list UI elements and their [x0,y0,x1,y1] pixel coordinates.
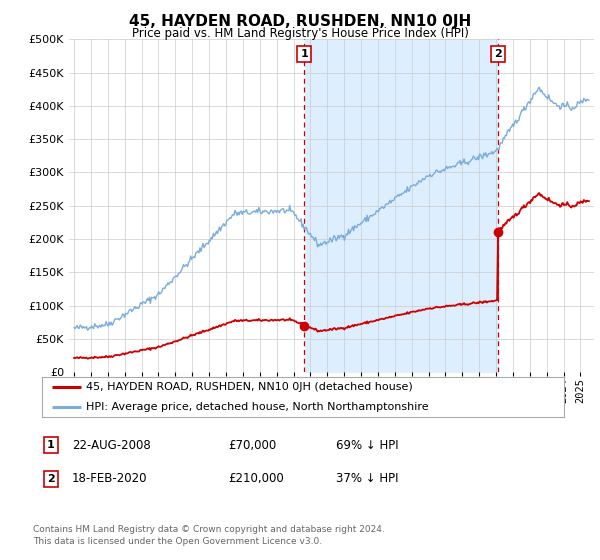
Text: £70,000: £70,000 [228,438,276,452]
Text: 22-AUG-2008: 22-AUG-2008 [72,438,151,452]
Text: Price paid vs. HM Land Registry's House Price Index (HPI): Price paid vs. HM Land Registry's House … [131,27,469,40]
Text: £210,000: £210,000 [228,472,284,486]
Text: 18-FEB-2020: 18-FEB-2020 [72,472,148,486]
Text: 69% ↓ HPI: 69% ↓ HPI [336,438,398,452]
Text: 1: 1 [301,49,308,59]
Text: 2: 2 [494,49,502,59]
Text: 2: 2 [47,474,55,484]
Text: 45, HAYDEN ROAD, RUSHDEN, NN10 0JH (detached house): 45, HAYDEN ROAD, RUSHDEN, NN10 0JH (deta… [86,382,413,392]
Text: 37% ↓ HPI: 37% ↓ HPI [336,472,398,486]
Text: This data is licensed under the Open Government Licence v3.0.: This data is licensed under the Open Gov… [33,537,322,546]
Text: 1: 1 [47,440,55,450]
Text: Contains HM Land Registry data © Crown copyright and database right 2024.: Contains HM Land Registry data © Crown c… [33,525,385,534]
Text: HPI: Average price, detached house, North Northamptonshire: HPI: Average price, detached house, Nort… [86,402,429,412]
Text: 45, HAYDEN ROAD, RUSHDEN, NN10 0JH: 45, HAYDEN ROAD, RUSHDEN, NN10 0JH [129,14,471,29]
